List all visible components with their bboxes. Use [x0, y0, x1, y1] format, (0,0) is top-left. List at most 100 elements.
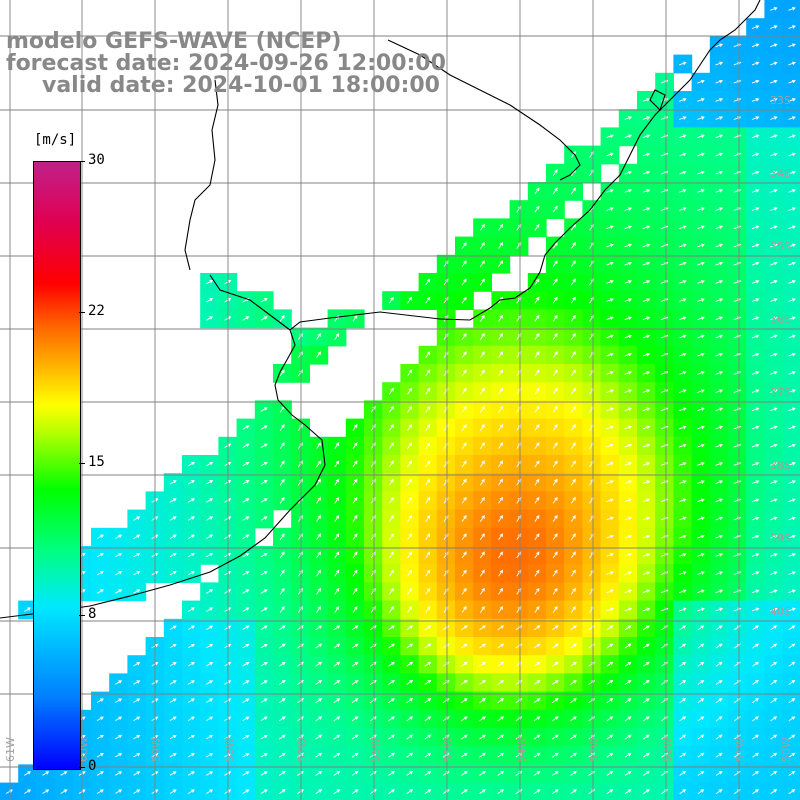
wind-arrow: [788, 661, 796, 667]
wind-arrow: [424, 734, 432, 740]
wind-arrow: [278, 770, 286, 776]
wind-arrow: [316, 351, 322, 359]
wind-arrow: [497, 661, 505, 667]
wind-arrow: [115, 771, 123, 776]
wind-arrow: [642, 571, 651, 575]
wind-arrow: [388, 533, 394, 541]
wind-arrow: [679, 679, 687, 685]
wind-arrow: [479, 606, 485, 613]
wind-arrow: [425, 515, 431, 522]
wind-arrow: [260, 734, 268, 740]
wind-arrow: [570, 789, 577, 795]
wind-arrow: [479, 569, 485, 577]
colorbar-label: 15: [88, 454, 105, 470]
wind-arrow: [461, 424, 467, 431]
wind-cell: [236, 746, 256, 765]
wind-arrow: [479, 698, 486, 704]
wind-arrow: [642, 516, 651, 521]
wind-cell: [254, 655, 274, 674]
wind-arrow: [642, 643, 650, 649]
wind-arrow: [642, 334, 651, 339]
lon-label: 61W: [4, 737, 17, 762]
wind-arrow: [407, 515, 413, 522]
wind-arrow: [679, 553, 687, 557]
wind-arrow: [697, 462, 705, 466]
wind-vectors: [5, 7, 796, 795]
wind-arrow: [606, 698, 614, 704]
wind-arrow: [260, 571, 268, 576]
wind-arrow: [788, 607, 796, 612]
wind-arrow: [770, 443, 778, 448]
wind-arrow: [551, 643, 559, 649]
wind-arrow: [461, 460, 467, 468]
wind-arrow: [770, 789, 778, 795]
wind-arrow: [642, 752, 650, 758]
wind-cell: [236, 418, 256, 438]
wind-arrow: [752, 716, 759, 722]
wind-arrow: [115, 734, 123, 740]
wind-arrow: [406, 770, 414, 776]
wind-arrow: [425, 424, 431, 431]
wind-arrow: [351, 643, 359, 649]
wind-arrow: [169, 716, 177, 721]
wind-arrow: [498, 460, 504, 468]
wind-arrow: [497, 716, 505, 722]
wind-arrow: [770, 498, 778, 503]
wind-arrow: [788, 79, 796, 84]
wind-arrow: [770, 553, 778, 557]
wind-arrow: [697, 207, 705, 211]
wind-arrow: [187, 480, 195, 485]
wind-arrow: [224, 789, 232, 794]
wind-arrow: [406, 734, 414, 740]
wind-arrow: [570, 405, 576, 413]
wind-arrow: [715, 516, 724, 521]
wind-arrow: [388, 405, 394, 413]
wind-arrow: [169, 643, 177, 649]
wind-arrow: [552, 296, 558, 304]
wind-arrow: [479, 278, 485, 286]
wind-arrow: [697, 480, 705, 484]
wind-arrow: [316, 533, 322, 541]
wind-arrow: [388, 515, 394, 522]
wind-arrow: [315, 679, 323, 685]
wind-arrow: [260, 789, 268, 794]
wind-arrow: [624, 553, 633, 557]
wind-arrow: [752, 734, 759, 740]
wind-arrow: [206, 316, 214, 321]
wind-arrow: [606, 553, 614, 557]
wind-arrow: [606, 679, 614, 685]
wind-arrow: [479, 460, 485, 468]
wind-arrow: [552, 169, 558, 177]
wind-arrow: [260, 716, 268, 721]
wind-arrow: [679, 752, 687, 758]
wind-arrow: [606, 498, 614, 503]
wind-cell: [127, 655, 147, 674]
wind-arrow: [697, 534, 705, 539]
wind-arrow: [242, 516, 250, 521]
wind-arrow: [642, 243, 651, 248]
wind-arrow: [333, 716, 341, 722]
wind-arrow: [534, 278, 540, 286]
wind-arrow: [715, 98, 724, 102]
wind-arrow: [352, 587, 358, 595]
wind-arrow: [242, 316, 250, 321]
wind-arrow: [206, 771, 214, 776]
wind-arrow: [697, 298, 705, 302]
wind-arrow: [679, 716, 687, 722]
wind-arrow: [424, 789, 432, 795]
wind-arrow: [315, 661, 323, 667]
wind-arrow: [479, 333, 485, 340]
wind-arrow: [169, 698, 177, 703]
wind-cell: [200, 618, 219, 638]
wind-arrow: [351, 679, 359, 685]
wind-arrow: [770, 625, 778, 631]
wind-arrow: [533, 698, 541, 704]
wind-arrow: [751, 553, 760, 557]
wind-arrow: [425, 296, 431, 304]
wind-arrow: [460, 625, 468, 631]
wind-cell: [109, 564, 128, 583]
wind-arrow: [697, 698, 705, 704]
wind-arrow: [606, 716, 614, 722]
wind-arrow: [697, 371, 705, 375]
wind-arrow: [260, 625, 268, 630]
